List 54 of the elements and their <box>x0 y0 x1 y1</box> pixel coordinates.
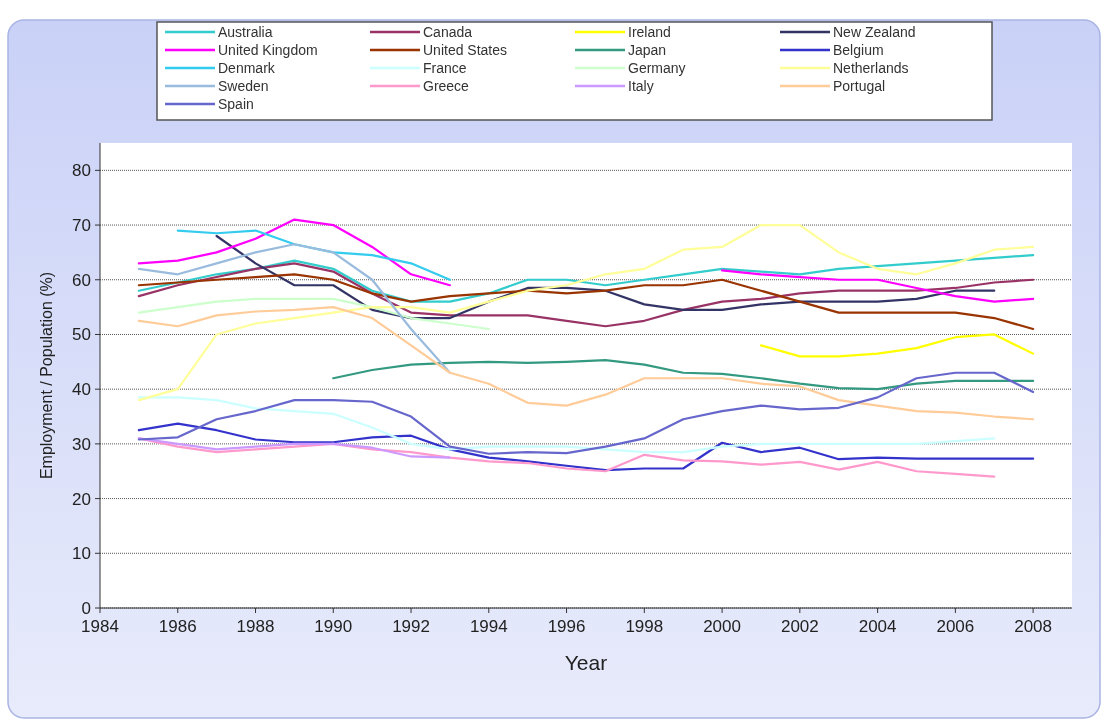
line-series <box>137 396 996 454</box>
x-tick-label: 1994 <box>469 617 508 636</box>
x-tick-label: 2002 <box>780 617 819 636</box>
legend-label: Belgium <box>833 41 884 58</box>
legend-label: France <box>423 59 467 76</box>
x-tick-label: 1984 <box>81 617 119 636</box>
x-tick-label: 1988 <box>236 617 275 636</box>
line-series <box>215 234 996 320</box>
y-tick-label: 10 <box>72 544 91 564</box>
line-series <box>759 333 1035 358</box>
y-tick-label: 70 <box>72 216 91 236</box>
line-series <box>137 262 1035 328</box>
legend-label: United States <box>423 41 508 58</box>
x-tick-label: 1998 <box>625 617 664 636</box>
legend-label: Netherlands <box>833 59 909 76</box>
line-series <box>137 437 452 459</box>
y-tick-label: 20 <box>72 489 91 509</box>
line-series <box>137 297 490 331</box>
x-tick-label: 2006 <box>936 617 975 636</box>
x-tick-label: 2004 <box>858 617 897 636</box>
legend-label: Greece <box>423 77 470 94</box>
y-tick-label: 30 <box>72 434 91 454</box>
legend-label: Japan <box>628 41 667 58</box>
x-tick-label: 1990 <box>314 617 353 636</box>
line-series <box>137 371 1035 455</box>
legend-label: Canada <box>423 23 473 40</box>
x-axis-title: Year <box>564 651 608 674</box>
legend-label: Germany <box>628 59 686 76</box>
line-series <box>137 254 1035 303</box>
line-series <box>137 422 1035 472</box>
y-tick-label: 0 <box>81 598 91 618</box>
line-series <box>137 273 1035 331</box>
line-series <box>137 306 1035 421</box>
legend-label: New Zealand <box>833 23 916 40</box>
legend-label: Denmark <box>218 59 276 76</box>
legend-label: Portugal <box>833 77 886 94</box>
legend-label: United Kingdom <box>218 41 318 58</box>
x-tick-label: 1992 <box>392 617 430 636</box>
legend-label: Sweden <box>218 77 269 94</box>
x-tick-label: 1996 <box>547 617 586 636</box>
y-axis-title: Employment / Population (%) <box>38 271 55 480</box>
y-tick-label: 40 <box>72 380 91 400</box>
legend-label: Ireland <box>628 23 671 40</box>
y-tick-label: 50 <box>72 325 91 345</box>
line-series <box>137 223 1035 402</box>
y-tick-label: 60 <box>72 270 91 290</box>
legend-label: Spain <box>218 95 254 112</box>
x-tick-label: 1986 <box>158 617 197 636</box>
y-tick-label: 80 <box>72 161 91 181</box>
line-series <box>332 359 1035 391</box>
x-tick-label: 2000 <box>703 617 741 636</box>
legend-label: Australia <box>218 23 273 40</box>
x-tick-label: 2008 <box>1014 617 1053 636</box>
legend-label: Italy <box>628 77 654 94</box>
